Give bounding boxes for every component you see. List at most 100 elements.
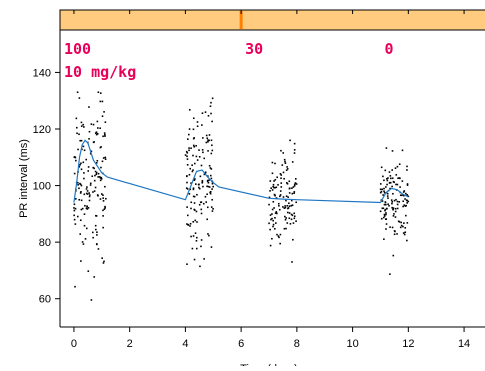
data-point [407, 200, 410, 203]
data-point [97, 127, 99, 129]
data-point [212, 185, 215, 188]
data-point [396, 207, 399, 210]
data-point [402, 232, 405, 234]
data-point [381, 200, 384, 202]
data-point [211, 120, 213, 123]
data-point [100, 193, 103, 195]
data-point [87, 207, 90, 209]
y-tick-label: 80 [39, 237, 51, 249]
data-point [82, 123, 85, 126]
data-point [403, 222, 405, 224]
data-point [406, 183, 409, 185]
data-point [385, 212, 387, 214]
data-point [275, 197, 278, 199]
data-point [290, 199, 293, 202]
data-point [80, 125, 83, 127]
data-point [391, 150, 394, 152]
data-point [206, 185, 208, 188]
data-point [385, 186, 387, 188]
data-point [382, 216, 385, 219]
data-point [185, 150, 188, 153]
data-point [196, 221, 198, 223]
x-tick-label: 6 [238, 338, 244, 350]
data-point [279, 194, 282, 196]
data-point [191, 247, 194, 250]
data-point [79, 139, 81, 142]
data-point [379, 191, 382, 194]
data-point [105, 197, 107, 200]
data-point [186, 206, 188, 208]
data-point [287, 196, 289, 198]
data-point [104, 135, 106, 137]
data-point [284, 206, 287, 209]
data-point [288, 205, 291, 207]
data-point [74, 285, 76, 288]
data-point [85, 227, 88, 230]
y-tick-label: 140 [33, 67, 51, 79]
data-point [288, 192, 291, 194]
data-point [207, 175, 209, 177]
data-point [398, 221, 401, 223]
data-point [88, 138, 90, 140]
data-point [399, 194, 402, 197]
data-point [269, 244, 272, 247]
data-point [386, 192, 389, 195]
data-point [398, 201, 401, 203]
data-point [103, 208, 106, 210]
data-point [192, 221, 195, 223]
data-point [399, 177, 401, 180]
data-point [274, 212, 277, 214]
data-point [191, 170, 194, 173]
data-point [272, 185, 274, 188]
data-point [283, 158, 286, 161]
axes: 60 80 100 120 140 0 2 4 6 8 10 12 14 PR interval (ms)… [18, 67, 470, 371]
data-point [272, 223, 275, 226]
data-point [383, 215, 386, 217]
data-point [76, 215, 79, 218]
data-point [190, 147, 192, 150]
data-point [381, 207, 384, 210]
data-point [403, 204, 406, 206]
data-point [293, 215, 296, 218]
data-point [379, 210, 382, 213]
data-point [383, 191, 386, 194]
data-point [192, 137, 195, 140]
data-point [204, 171, 207, 174]
data-point [185, 187, 188, 189]
data-point [284, 218, 287, 221]
data-point [286, 182, 288, 184]
data-point [406, 239, 408, 242]
data-point [208, 234, 210, 237]
data-point [77, 148, 79, 151]
data-point [78, 165, 80, 168]
data-point [192, 195, 195, 198]
data-point [192, 188, 195, 191]
data-point [391, 169, 393, 171]
data-point [209, 192, 212, 195]
data-point [394, 167, 397, 169]
data-point [396, 183, 399, 186]
data-point [202, 151, 204, 154]
data-point [387, 177, 389, 179]
data-point [279, 190, 282, 192]
data-point [394, 207, 397, 210]
data-point [285, 199, 287, 202]
data-point [82, 145, 85, 148]
data-point [94, 170, 97, 173]
data-point [86, 208, 89, 210]
data-point [198, 203, 201, 206]
data-point [272, 200, 275, 203]
data-point [95, 171, 98, 174]
data-point [92, 166, 95, 169]
data-point [73, 214, 75, 217]
data-point [285, 227, 287, 230]
data-point [380, 166, 383, 169]
data-point [81, 241, 84, 243]
dose-label: 30 [245, 40, 263, 58]
data-point [86, 186, 88, 188]
data-point [405, 214, 407, 217]
data-point [73, 207, 75, 209]
data-point [286, 204, 289, 207]
data-point [89, 184, 92, 186]
data-point [274, 216, 276, 219]
